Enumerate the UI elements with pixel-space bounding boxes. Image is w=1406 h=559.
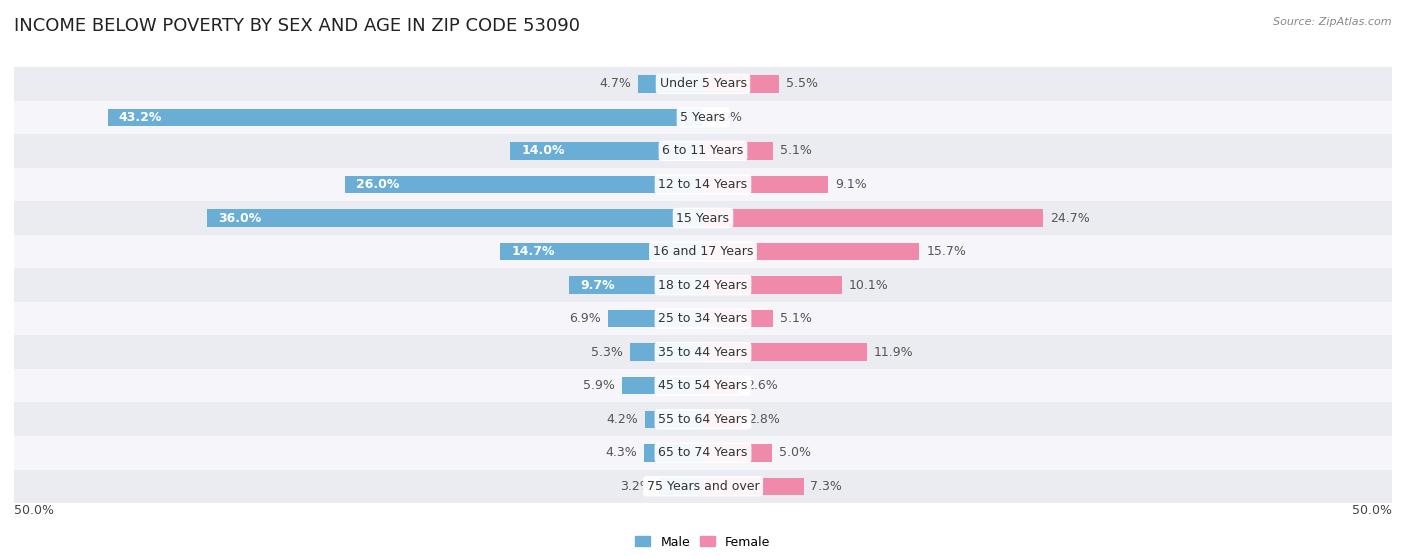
Text: 25 to 34 Years: 25 to 34 Years: [658, 312, 748, 325]
Bar: [659, 477, 703, 495]
Bar: [621, 377, 703, 395]
Text: 5.9%: 5.9%: [583, 379, 614, 392]
Text: 55 to 64 Years: 55 to 64 Years: [658, 413, 748, 426]
Bar: [510, 142, 703, 160]
Bar: [703, 176, 828, 193]
Bar: [607, 310, 703, 328]
Bar: [703, 310, 773, 328]
Bar: [14, 67, 1392, 101]
Bar: [14, 369, 1392, 402]
Text: 5.3%: 5.3%: [591, 345, 623, 359]
Text: 6.9%: 6.9%: [569, 312, 600, 325]
Text: 15.7%: 15.7%: [927, 245, 966, 258]
Text: 10.1%: 10.1%: [849, 278, 889, 292]
Bar: [703, 276, 842, 294]
Text: 6 to 11 Years: 6 to 11 Years: [662, 144, 744, 158]
Bar: [14, 134, 1392, 168]
Text: 50.0%: 50.0%: [14, 504, 53, 517]
Text: 0.0%: 0.0%: [710, 111, 742, 124]
Bar: [501, 243, 703, 260]
Bar: [703, 410, 741, 428]
Bar: [14, 268, 1392, 302]
Text: 43.2%: 43.2%: [118, 111, 162, 124]
Text: 35 to 44 Years: 35 to 44 Years: [658, 345, 748, 359]
Bar: [630, 343, 703, 361]
Bar: [108, 108, 703, 126]
Text: 50.0%: 50.0%: [1353, 504, 1392, 517]
Text: 24.7%: 24.7%: [1050, 211, 1090, 225]
Text: 5.1%: 5.1%: [780, 144, 813, 158]
Bar: [638, 75, 703, 93]
Bar: [14, 235, 1392, 268]
Text: 5.0%: 5.0%: [779, 446, 811, 459]
Text: 14.0%: 14.0%: [522, 144, 565, 158]
Bar: [344, 176, 703, 193]
Text: 65 to 74 Years: 65 to 74 Years: [658, 446, 748, 459]
Bar: [14, 402, 1392, 436]
Text: 2.6%: 2.6%: [745, 379, 778, 392]
Bar: [645, 410, 703, 428]
Bar: [703, 75, 779, 93]
Text: 18 to 24 Years: 18 to 24 Years: [658, 278, 748, 292]
Bar: [14, 201, 1392, 235]
Bar: [703, 209, 1043, 227]
Text: 5.1%: 5.1%: [780, 312, 813, 325]
Text: 45 to 54 Years: 45 to 54 Years: [658, 379, 748, 392]
Bar: [703, 243, 920, 260]
Bar: [569, 276, 703, 294]
Bar: [644, 444, 703, 462]
Bar: [207, 209, 703, 227]
Bar: [703, 142, 773, 160]
Text: 26.0%: 26.0%: [356, 178, 399, 191]
Bar: [14, 168, 1392, 201]
Text: 3.2%: 3.2%: [620, 480, 652, 493]
Text: 4.7%: 4.7%: [599, 77, 631, 91]
Text: 4.3%: 4.3%: [605, 446, 637, 459]
Bar: [703, 477, 804, 495]
Text: 12 to 14 Years: 12 to 14 Years: [658, 178, 748, 191]
Legend: Male, Female: Male, Female: [630, 530, 776, 553]
Bar: [14, 335, 1392, 369]
Text: INCOME BELOW POVERTY BY SEX AND AGE IN ZIP CODE 53090: INCOME BELOW POVERTY BY SEX AND AGE IN Z…: [14, 17, 581, 35]
Text: 5 Years: 5 Years: [681, 111, 725, 124]
Bar: [703, 377, 738, 395]
Bar: [703, 343, 868, 361]
Text: 9.7%: 9.7%: [581, 278, 614, 292]
Text: 36.0%: 36.0%: [218, 211, 262, 225]
Text: 14.7%: 14.7%: [512, 245, 555, 258]
Text: 9.1%: 9.1%: [835, 178, 868, 191]
Text: 11.9%: 11.9%: [875, 345, 914, 359]
Text: 16 and 17 Years: 16 and 17 Years: [652, 245, 754, 258]
Bar: [703, 444, 772, 462]
Text: Source: ZipAtlas.com: Source: ZipAtlas.com: [1274, 17, 1392, 27]
Text: 5.5%: 5.5%: [786, 77, 818, 91]
Text: 7.3%: 7.3%: [810, 480, 842, 493]
Text: 15 Years: 15 Years: [676, 211, 730, 225]
Bar: [14, 470, 1392, 503]
Text: 4.2%: 4.2%: [606, 413, 638, 426]
Text: 2.8%: 2.8%: [748, 413, 780, 426]
Bar: [14, 302, 1392, 335]
Bar: [14, 436, 1392, 470]
Text: 75 Years and over: 75 Years and over: [647, 480, 759, 493]
Text: Under 5 Years: Under 5 Years: [659, 77, 747, 91]
Bar: [14, 101, 1392, 134]
